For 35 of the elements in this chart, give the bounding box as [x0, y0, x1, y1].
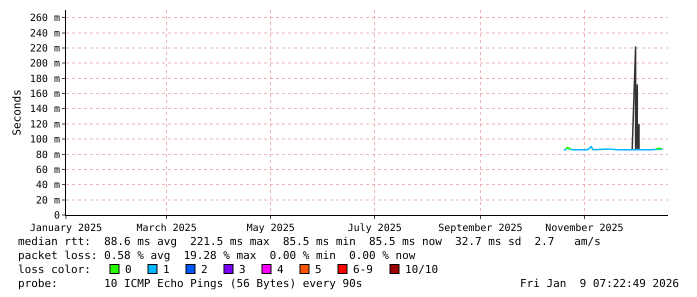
- y-axis-title: Seconds: [10, 89, 24, 136]
- x-tick-label: January 2025: [30, 223, 102, 234]
- y-tick-label: 0: [54, 210, 60, 222]
- x-tick-label: September 2025: [438, 223, 523, 234]
- x-tick-label: July 2025: [348, 223, 402, 234]
- y-tick-label: 60 m: [36, 164, 60, 176]
- x-tick-label: March 2025: [136, 223, 197, 234]
- x-tick-label: November 2025: [545, 223, 624, 234]
- text: packet loss: 0.58 % avg 19.28 % max 0.00 % min 0.00 % now: [18, 249, 416, 262]
- legend-title: loss color:: [18, 263, 91, 276]
- legend-label: 0: [125, 263, 132, 276]
- legend-label: 6-9: [353, 263, 373, 276]
- y-tick-label: 260 m: [30, 13, 60, 24]
- legend-label: 2: [201, 263, 208, 276]
- text: median rtt: 88.6 ms avg 221.5 ms max 85.5 ms min 85.5 ms now 32.7 ms sd 2.7 am/s: [18, 235, 601, 248]
- legend-label: 1: [163, 263, 170, 276]
- y-tick-label: 220 m: [30, 43, 60, 54]
- text: probe: 10 ICMP Echo Pings (56 Bytes) every 90s: [18, 277, 362, 290]
- text: Fri Jan 9 07:22:49 2026: [520, 277, 679, 290]
- y-tick-label: 200 m: [30, 58, 60, 70]
- y-tick-label: 80 m: [36, 150, 60, 161]
- y-tick-label: 40 m: [36, 180, 60, 192]
- y-tick-label: 160 m: [30, 89, 60, 100]
- y-tick-label: 120 m: [30, 119, 60, 130]
- y-tick-label: 240 m: [30, 28, 60, 40]
- x-tick-label: May 2025: [246, 223, 295, 234]
- legend-label: 10/10: [405, 263, 438, 276]
- legend-label: 3: [239, 263, 246, 276]
- y-tick-label: 20 m: [36, 195, 60, 206]
- y-tick-label: 100 m: [30, 134, 60, 146]
- legend-label: 5: [315, 263, 322, 276]
- legend-label: 4: [277, 263, 284, 276]
- line-series: [631, 46, 642, 150]
- y-tick-label: 180 m: [30, 74, 60, 85]
- y-tick-label: 140 m: [30, 104, 60, 116]
